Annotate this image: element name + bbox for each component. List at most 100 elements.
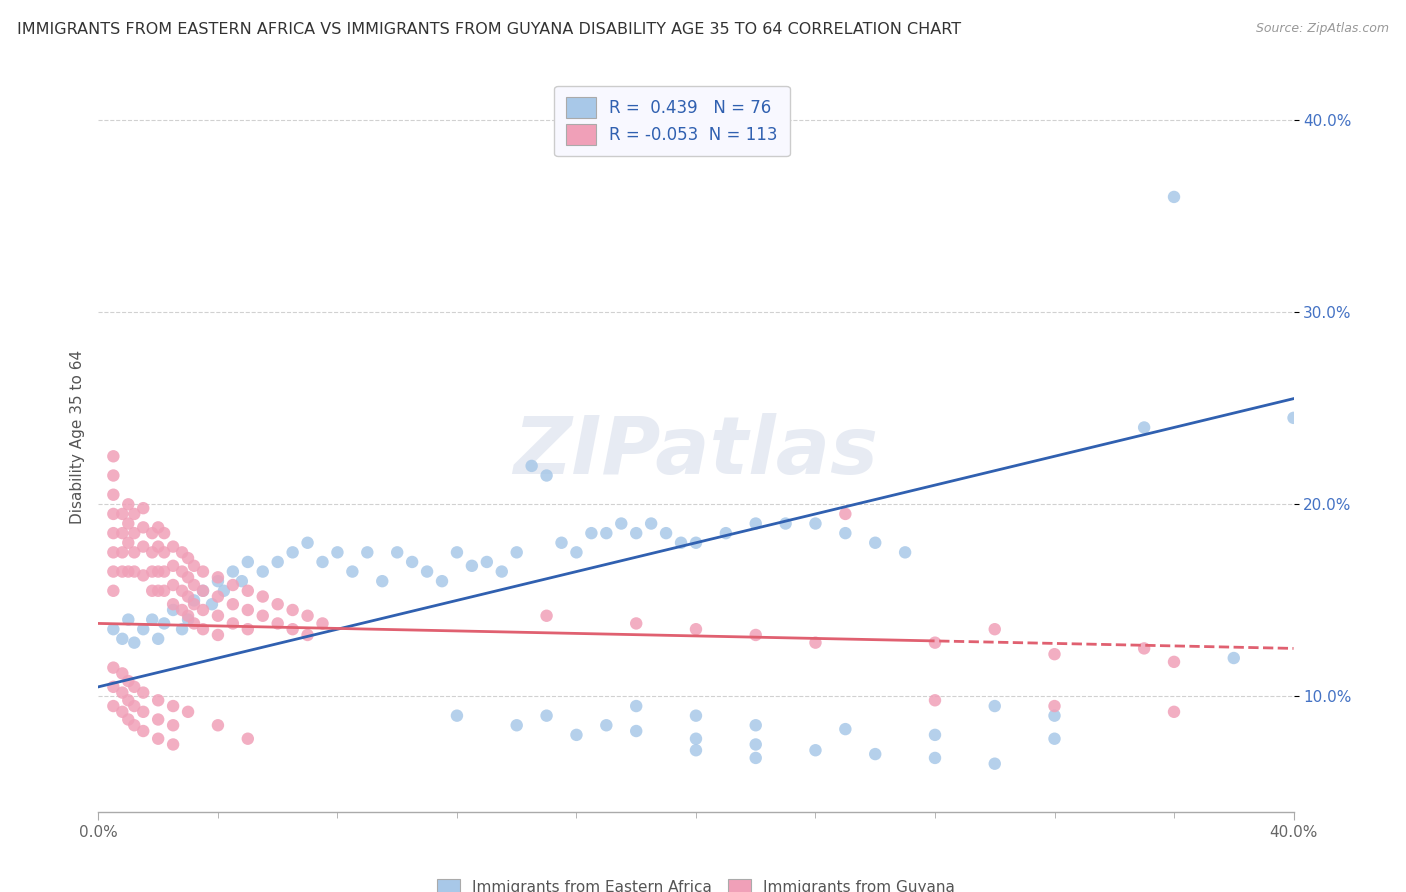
Point: [132, 685, 155, 699]
Point: [183, 593, 205, 607]
Point: [804, 516, 827, 531]
Point: [236, 603, 259, 617]
Point: [124, 635, 146, 649]
Point: [111, 685, 134, 699]
Point: [297, 628, 319, 642]
Point: [117, 497, 139, 511]
Point: [640, 516, 662, 531]
Point: [141, 545, 163, 559]
Point: [103, 545, 125, 559]
Point: [162, 738, 184, 752]
Point: [148, 713, 170, 727]
Point: [117, 535, 139, 549]
Point: [297, 608, 319, 623]
Point: [1133, 641, 1156, 656]
Point: [103, 507, 125, 521]
Point: [834, 507, 856, 521]
Point: [124, 699, 146, 714]
Point: [475, 555, 498, 569]
Point: [536, 708, 558, 723]
Point: [236, 583, 259, 598]
Point: [685, 731, 707, 746]
Point: [183, 597, 205, 611]
Point: [401, 555, 423, 569]
Point: [124, 565, 146, 579]
Point: [162, 603, 184, 617]
Point: [685, 708, 707, 723]
Point: [183, 558, 205, 573]
Point: [132, 501, 155, 516]
Point: [281, 545, 304, 559]
Point: [236, 622, 259, 636]
Point: [446, 708, 468, 723]
Point: [1163, 705, 1185, 719]
Point: [252, 608, 274, 623]
Point: [267, 597, 290, 611]
Point: [172, 622, 194, 636]
Point: [148, 583, 170, 598]
Point: [506, 545, 529, 559]
Point: [172, 565, 194, 579]
Point: [984, 699, 1007, 714]
Point: [1043, 647, 1066, 661]
Point: [141, 565, 163, 579]
Point: [162, 578, 184, 592]
Point: [595, 526, 617, 541]
Point: [191, 583, 214, 598]
Point: [162, 540, 184, 554]
Point: [236, 731, 259, 746]
Point: [222, 578, 245, 592]
Point: [103, 565, 125, 579]
Point: [212, 583, 235, 598]
Point: [342, 565, 364, 579]
Point: [714, 526, 737, 541]
Point: [183, 616, 205, 631]
Point: [745, 751, 768, 765]
Point: [222, 597, 245, 611]
Point: [685, 535, 707, 549]
Point: [804, 635, 827, 649]
Point: [111, 632, 134, 646]
Point: [565, 728, 588, 742]
Point: [834, 722, 856, 736]
Point: [1223, 651, 1246, 665]
Point: [610, 516, 633, 531]
Point: [148, 693, 170, 707]
Point: [153, 583, 176, 598]
Point: [1282, 410, 1305, 425]
Point: [924, 751, 946, 765]
Point: [191, 565, 214, 579]
Point: [201, 597, 224, 611]
Point: [111, 545, 134, 559]
Point: [132, 540, 155, 554]
Point: [148, 520, 170, 534]
Point: [162, 718, 184, 732]
Point: [685, 743, 707, 757]
Point: [416, 565, 439, 579]
Point: [626, 699, 648, 714]
Point: [461, 558, 484, 573]
Point: [177, 551, 200, 566]
Point: [132, 568, 155, 582]
Point: [446, 545, 468, 559]
Point: [297, 535, 319, 549]
Point: [865, 535, 887, 549]
Point: [267, 616, 290, 631]
Point: [231, 574, 253, 589]
Point: [1163, 190, 1185, 204]
Point: [1163, 655, 1185, 669]
Legend: R =  0.439   N = 76, R = -0.053  N = 113: R = 0.439 N = 76, R = -0.053 N = 113: [554, 86, 790, 156]
Point: [132, 724, 155, 739]
Point: [311, 555, 333, 569]
Point: [430, 574, 453, 589]
Point: [124, 680, 146, 694]
Point: [281, 622, 304, 636]
Point: [222, 565, 245, 579]
Point: [207, 574, 229, 589]
Point: [141, 526, 163, 541]
Point: [103, 660, 125, 674]
Point: [924, 728, 946, 742]
Point: [984, 622, 1007, 636]
Point: [103, 488, 125, 502]
Point: [207, 608, 229, 623]
